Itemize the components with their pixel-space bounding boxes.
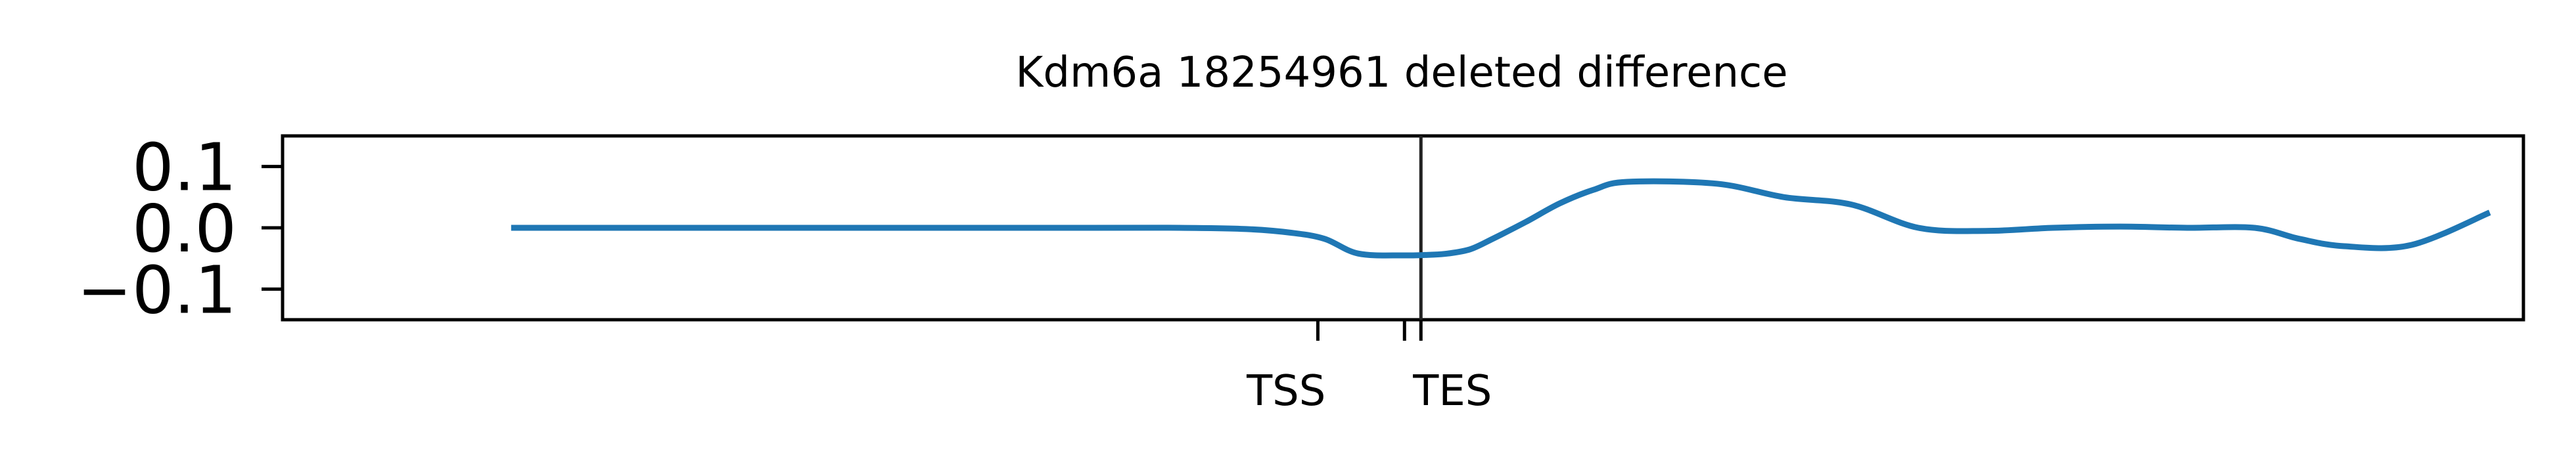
y-tick-label: −0.1 xyxy=(77,251,237,328)
x-tick-label: TSS xyxy=(1246,367,1325,416)
x-tick-label: TES xyxy=(1412,367,1492,416)
chart-marks: 0.10.0−0.1 TSS TES xyxy=(77,129,2491,416)
y-tick-label: 0.0 xyxy=(132,190,237,267)
series-line xyxy=(511,178,2491,259)
chart-title: Kdm6a 18254961 deleted difference xyxy=(1015,49,1787,97)
y-tick-label: 0.1 xyxy=(132,129,237,206)
